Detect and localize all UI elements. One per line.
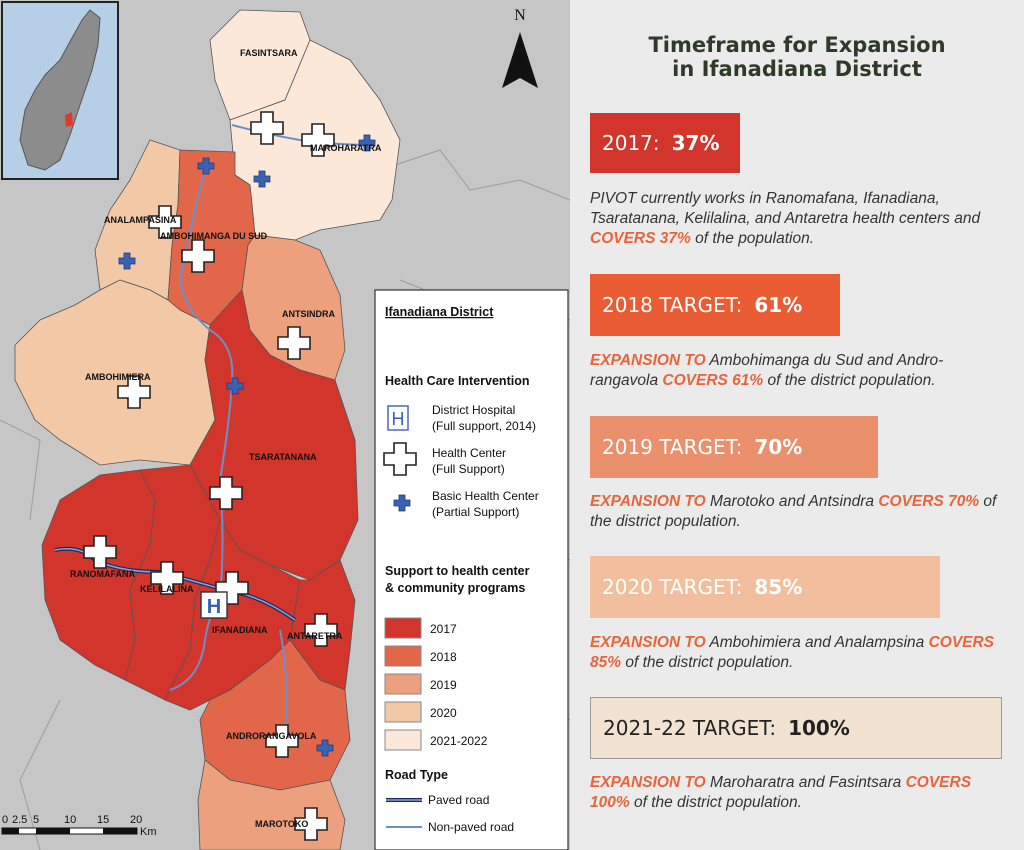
legend-swatch-2017 (384, 617, 422, 639)
label-analampasina: ANALAMPASINA (104, 215, 177, 225)
legend-year-label: 2018 (430, 650, 457, 664)
svg-text:Health Care Intervention: Health Care Intervention (385, 374, 529, 388)
label-ambohimiera: AMBOHIMIERA (85, 372, 151, 382)
svg-text:(Full Support): (Full Support) (432, 462, 505, 476)
svg-text:N: N (514, 7, 526, 24)
label-maroharatra: MAROHARATRA (310, 143, 382, 153)
legend-swatch-2019 (384, 673, 422, 695)
svg-text:Basic Health Center: Basic Health Center (432, 489, 539, 503)
svg-text:H: H (392, 409, 405, 429)
expansion-panel: Timeframe for Expansion in Ifanadiana Di… (570, 0, 1024, 850)
panel-title-line-2: in Ifanadiana District (672, 57, 922, 81)
target-box-2019: 2019 TARGET: 70% (590, 416, 878, 478)
legend-swatch-2020 (384, 701, 422, 723)
scale-bar: 0 2.5 5 10 15 20 Km (1, 814, 157, 838)
svg-text:Paved road: Paved road (428, 793, 489, 807)
desc-2018: EXPANSION TO Ambohimanga du Sud and Andr… (590, 352, 944, 389)
desc-2021-22: EXPANSION TO Maroharatra and Fasintsara … (590, 774, 972, 811)
label-antsindra: ANTSINDRA (282, 309, 335, 319)
desc-2020: EXPANSION TO Ambohimiera and Analampsina… (590, 634, 995, 671)
svg-text:2.5: 2.5 (12, 814, 27, 826)
map-legend: Ifanadiana District Health Care Interven… (374, 289, 569, 850)
svg-text:15: 15 (97, 814, 109, 826)
label-marotoko: MAROTOKO (255, 819, 308, 829)
svg-text:Road Type: Road Type (385, 768, 448, 782)
map-panel: H FASINTSARA MAROHARATRA ANALAMPASINA AM… (0, 0, 570, 850)
district-ambohimiera (14, 279, 216, 466)
svg-text:District Hospital: District Hospital (432, 403, 515, 417)
desc-2017: PIVOT currently works in Ranomafana, Ifa… (590, 190, 981, 247)
svg-text:Km: Km (140, 826, 157, 838)
label-fasintsara: FASINTSARA (240, 48, 298, 58)
district-map: H FASINTSARA MAROHARATRA ANALAMPASINA AM… (0, 0, 570, 850)
legend-swatch-2018 (384, 645, 422, 667)
legend-year-label: 2020 (430, 706, 457, 720)
svg-text:5: 5 (33, 814, 39, 826)
inset-madagascar-map (1, 1, 119, 180)
svg-text:(Full support, 2014): (Full support, 2014) (432, 419, 536, 433)
label-antaretra: ANTARETRA (287, 631, 343, 641)
legend-year-label: 2021-2022 (430, 734, 488, 748)
desc-2019: EXPANSION TO Marotoko and Antsindra COVE… (590, 493, 997, 530)
svg-text:& community programs: & community programs (385, 581, 525, 595)
svg-text:Health Center: Health Center (432, 446, 506, 460)
label-kelilalina: KELILALINA (140, 584, 194, 594)
target-box-2018: 2018 TARGET: 61% (590, 274, 840, 336)
hospital-legend-icon (387, 405, 409, 431)
svg-text:(Partial Support): (Partial Support) (432, 505, 519, 519)
north-arrow-icon: N (502, 7, 538, 88)
legend-swatch-2021-2022 (384, 729, 422, 751)
svg-text:Ifanadiana District: Ifanadiana District (385, 305, 494, 319)
svg-text:Non-paved road: Non-paved road (428, 820, 514, 834)
label-ifanadiana: IFANADIANA (212, 625, 268, 635)
target-box-2017: 2017: 37% (590, 113, 740, 173)
label-tsaratanana: TSARATANANA (249, 452, 317, 462)
svg-text:H: H (207, 596, 221, 618)
panel-title-line-1: Timeframe for Expansion (648, 33, 946, 57)
svg-text:Support to health center: Support to health center (385, 564, 530, 578)
legend-year-label: 2017 (430, 622, 457, 636)
target-box-2021-22: 2021-22 TARGET: 100% (590, 697, 1002, 759)
svg-text:10: 10 (64, 814, 76, 826)
target-box-2020: 2020 TARGET: 85% (590, 556, 940, 618)
legend-year-label: 2019 (430, 678, 457, 692)
label-androrangavola: ANDRORANGAVOLA (226, 731, 317, 741)
label-ranomafana: RANOMAFANA (70, 569, 135, 579)
label-ambohimanga: AMBOHIMANGA DU SUD (160, 231, 268, 241)
svg-text:20: 20 (130, 814, 142, 826)
svg-text:0: 0 (2, 814, 8, 826)
district-hospital-icon: H (200, 591, 228, 619)
